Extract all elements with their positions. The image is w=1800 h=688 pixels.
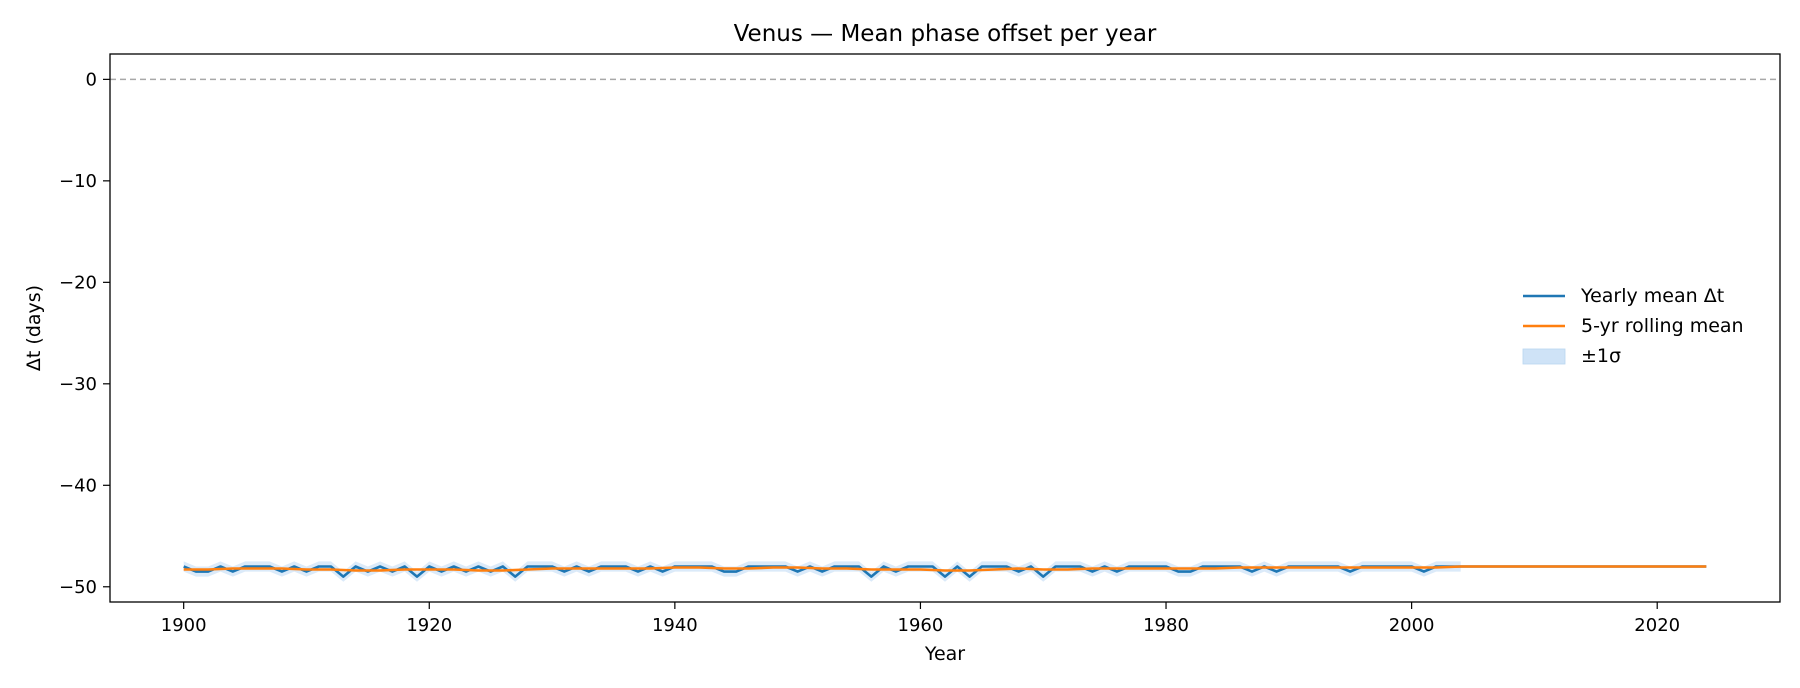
- plot-frame: [109, 53, 1781, 603]
- y-axis-label: Δt (days): [23, 285, 45, 371]
- x-axis: 1900 1920 1940 1960 1980 2000 2020: [161, 602, 1680, 636]
- y-axis: 0 −10 −20 −30 −40 −50: [59, 69, 110, 598]
- y-tick-label: −30: [59, 374, 97, 395]
- y-tick-label: −10: [59, 171, 97, 192]
- chart-title: Venus — Mean phase offset per year: [734, 21, 1157, 47]
- x-tick-label: 1900: [161, 615, 207, 636]
- x-tick-label: 2020: [1634, 615, 1680, 636]
- y-tick-label: −40: [59, 475, 97, 496]
- y-tick-label: −20: [59, 272, 97, 293]
- legend-label-sigma-band: ±1σ: [1581, 345, 1621, 367]
- legend: Yearly mean Δt 5-yr rolling mean ±1σ: [1522, 285, 1744, 367]
- y-tick-label: −50: [59, 577, 97, 598]
- series-line-rolling-mean: [183, 565, 1707, 572]
- plot-area: [109, 53, 1781, 603]
- legend-label-yearly-mean: Yearly mean Δt: [1580, 285, 1724, 307]
- x-tick-label: 2000: [1389, 615, 1435, 636]
- x-tick-label: 1980: [1143, 615, 1189, 636]
- x-axis-label: Year: [924, 643, 965, 665]
- legend-swatch-sigma-band: [1522, 348, 1566, 365]
- y-tick-label: 0: [86, 69, 97, 90]
- x-tick-label: 1920: [406, 615, 452, 636]
- legend-label-rolling-mean: 5-yr rolling mean: [1581, 315, 1744, 337]
- x-tick-label: 1940: [652, 615, 698, 636]
- x-tick-label: 1960: [898, 615, 944, 636]
